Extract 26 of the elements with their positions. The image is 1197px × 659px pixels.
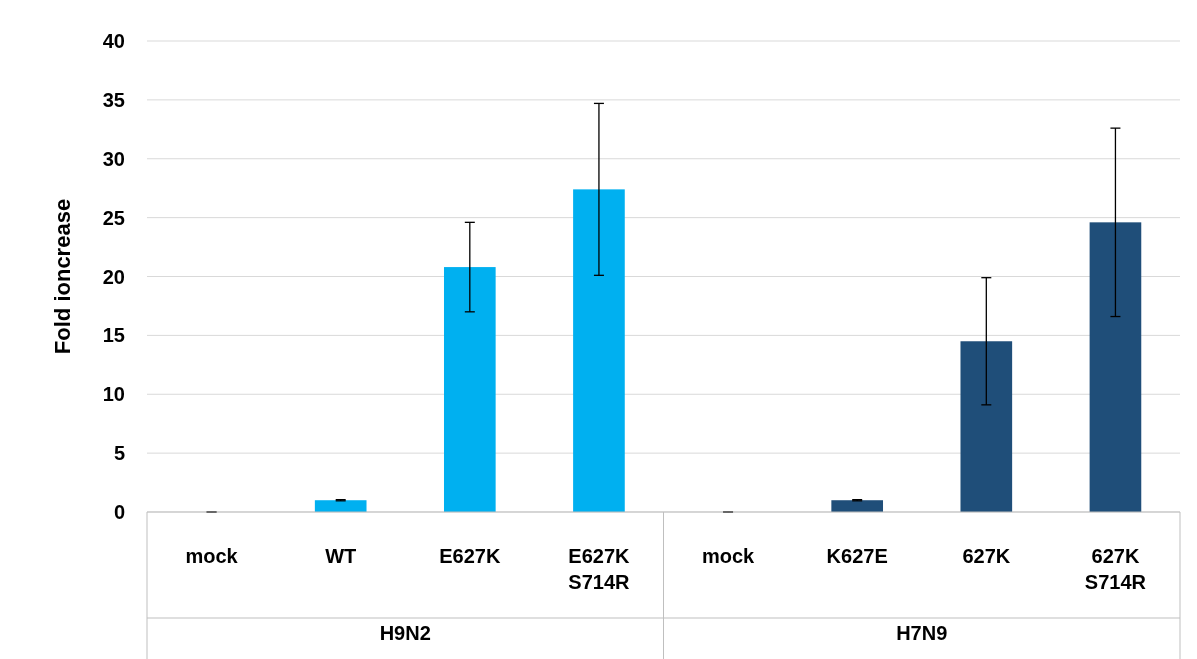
x-tick-label: WT — [325, 545, 357, 567]
y-tick-label: 0 — [113, 501, 125, 523]
y-axis-title: Fold ioncrease — [50, 198, 75, 355]
x-tick-label: K627E — [826, 545, 888, 567]
x-tick-label: 627K S714R — [1084, 545, 1147, 593]
y-tick-label: 20 — [102, 265, 125, 288]
y-tick-label: 25 — [102, 206, 125, 229]
text: H9N2 — [379, 622, 431, 644]
y-tick-label: 5 — [113, 442, 125, 465]
y-tick-label: 35 — [102, 88, 125, 111]
bar — [1089, 222, 1142, 512]
x-tick-label: mock — [185, 545, 239, 567]
y-tick-label: 30 — [102, 147, 125, 170]
y-tick-label: 10 — [102, 383, 125, 406]
bar — [443, 267, 496, 512]
y-tick-label: 15 — [102, 324, 125, 347]
bar — [573, 189, 625, 512]
bar — [960, 341, 1013, 512]
x-tick-label: E627K — [439, 545, 501, 567]
x-tick-label: mock — [701, 545, 756, 567]
x-tick-label: E627K S714R — [568, 545, 631, 593]
y-tick-label: 40 — [102, 30, 125, 52]
bar — [314, 500, 367, 512]
x-tick-label: 627K — [962, 545, 1011, 567]
text: H7N9 — [896, 622, 948, 644]
bar — [831, 500, 884, 512]
